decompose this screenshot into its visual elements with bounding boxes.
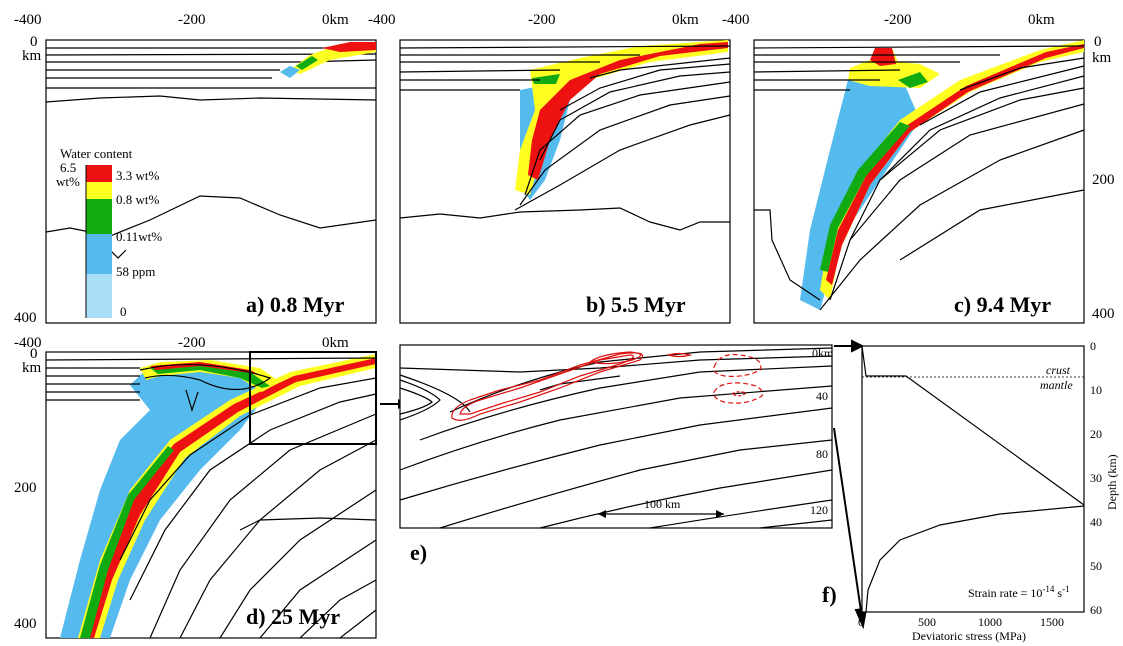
panel-f-frame: [861, 345, 1085, 613]
panel-c-xtick-m400: -400: [722, 12, 750, 28]
panel-f-crust-label: crust: [1046, 363, 1071, 377]
panel-d-isotherms: [45, 357, 377, 639]
panel-e-scale-bar: 100 km: [598, 497, 724, 518]
panel-d-ytick-200: 200: [14, 480, 37, 496]
panel-f: crust mantle Strain rate = 10-14 s-1 0 5…: [822, 339, 1119, 643]
svg-text:60: 60: [1090, 603, 1102, 617]
water-content-legend: Water content 6.5 wt% 3.3 wt% 0.8 wt% 0.…: [56, 146, 162, 319]
svg-text:1500: 1500: [1040, 615, 1064, 629]
panel-e: 0km 40 80 120 100 km e): [399, 344, 834, 565]
panel-c-xtick-0: 0km: [1028, 12, 1055, 28]
panel-d: -400 -200 0km 0 km 200 400: [14, 335, 377, 639]
panel-b-xtick-m400: -400: [368, 12, 396, 28]
legend-swatch-yellow: [86, 182, 112, 199]
panel-d-xtick-m200: -200: [178, 335, 206, 351]
svg-text:0: 0: [858, 615, 864, 629]
panel-d-ytick-400: 400: [14, 616, 37, 632]
panel-e-depth-80: 80: [816, 447, 828, 461]
legend-top-value: 6.5: [60, 160, 76, 175]
panel-a-xtick-m200: -200: [178, 12, 206, 28]
svg-text:40: 40: [1090, 515, 1102, 529]
panel-a-ytick-km: km: [22, 48, 42, 64]
legend-level-3: 0.11wt%: [116, 229, 162, 244]
panel-a-xtick-m400: -400: [14, 12, 42, 28]
panel-e-water-contours: [451, 351, 763, 421]
panel-a-slab-red: [322, 42, 376, 52]
legend-level-1: 3.3 wt%: [116, 168, 160, 183]
panel-e-scale-label: 100 km: [644, 497, 681, 511]
legend-level-5: 0: [120, 304, 127, 319]
panel-a-label: a) 0.8 Myr: [246, 292, 345, 317]
legend-level-4: 58 ppm: [116, 264, 155, 279]
legend-swatch-green: [86, 199, 112, 234]
panel-b-slab-green: [532, 74, 560, 84]
panel-f-pointers: [833, 339, 868, 630]
panel-d-label: d) 25 Myr: [246, 604, 340, 629]
svg-text:20: 20: [1090, 427, 1102, 441]
svg-text:500: 500: [918, 615, 936, 629]
panel-e-frame: [399, 344, 833, 529]
legend-swatch-lightblue: [86, 274, 112, 318]
svg-text:1000: 1000: [978, 615, 1002, 629]
svg-text:50: 50: [1090, 559, 1102, 573]
panel-e-depth-40: 40: [816, 389, 828, 403]
panel-c-label: c) 9.4 Myr: [954, 292, 1051, 317]
panel-a-slab-green: [296, 56, 318, 70]
panel-f-strain-rate: Strain rate = 10-14 s-1: [968, 584, 1070, 600]
panel-c: -400 -200 0km 0 km 200 400 c): [722, 12, 1115, 324]
panel-f-xticks: 0 500 1000 1500: [858, 615, 1064, 629]
panel-b: -400 -200 0km b) 5.5 Myr: [368, 12, 731, 324]
panel-d-slab-green: [80, 446, 174, 638]
panel-c-ytick-km: km: [1092, 50, 1112, 66]
panel-d-ytick-0: 0: [30, 346, 38, 362]
svg-text:10: 10: [1090, 383, 1102, 397]
legend-level-2: 0.8 wt%: [116, 192, 160, 207]
panel-d-zoom-box: [249, 351, 377, 445]
panel-c-slab-red: [826, 44, 1084, 285]
legend-swatch-red: [86, 165, 112, 182]
panel-b-isotherms: [399, 45, 731, 231]
panel-e-depth-120: 120: [810, 503, 828, 517]
svg-text:0: 0: [1090, 339, 1096, 353]
panel-c-ytick-200: 200: [1092, 172, 1115, 188]
panel-f-label: f): [822, 582, 837, 607]
panel-a-ytick-0: 0: [30, 34, 38, 50]
panel-b-label: b) 5.5 Myr: [586, 292, 686, 317]
panel-d-slab-red: [84, 358, 376, 638]
panel-f-yticks: 0 10 20 30 40 50 60: [1090, 339, 1102, 617]
panel-a-slab-blue: [280, 66, 300, 78]
panel-f-mantle-label: mantle: [1040, 378, 1073, 392]
panel-d-xtick-m400: -400: [14, 335, 42, 351]
panel-e-depth-0: 0km: [812, 346, 834, 360]
panel-f-ylabel: Depth (km): [1105, 454, 1119, 510]
panel-c-isotherms: [753, 45, 1085, 311]
panel-f-strength-profile: [861, 345, 1085, 613]
panel-f-xlabel: Deviatoric stress (MPa): [912, 629, 1026, 643]
panel-c-ytick-400: 400: [1092, 306, 1115, 322]
panel-c-ytick-0: 0: [1094, 34, 1102, 50]
svg-text:30: 30: [1090, 471, 1102, 485]
panel-c-slab-green: [820, 122, 910, 272]
panel-e-label: e): [410, 540, 427, 565]
legend-top-unit: wt%: [56, 174, 80, 189]
legend-swatch-blue: [86, 234, 112, 274]
panel-d-ytick-km: km: [22, 360, 42, 376]
panel-a-ytick-400: 400: [14, 310, 37, 326]
panel-b-xtick-m200: -200: [528, 12, 556, 28]
legend-title: Water content: [60, 146, 133, 161]
panel-a-xtick-0: 0km: [322, 12, 349, 28]
panel-b-xtick-0: 0km: [672, 12, 699, 28]
panel-c-xtick-m200: -200: [884, 12, 912, 28]
panel-d-xtick-0: 0km: [322, 335, 349, 351]
